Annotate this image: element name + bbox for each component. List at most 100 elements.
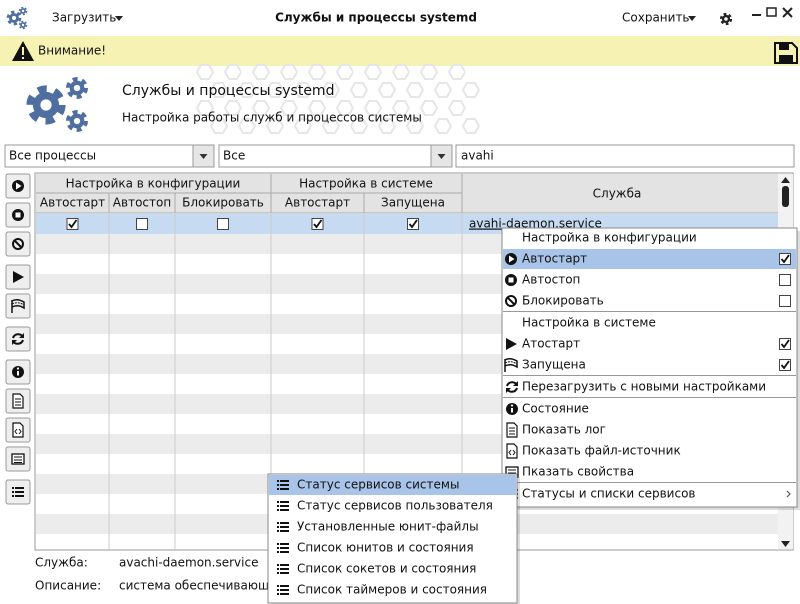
save-icon <box>779 55 793 62</box>
settings-button <box>719 12 733 26</box>
checkbox[interactable] <box>311 218 324 230</box>
icon <box>277 572 279 574</box>
icon <box>277 526 279 528</box>
menu-section: Настройка в системе <box>522 316 656 330</box>
icon <box>277 530 279 532</box>
checkmark <box>68 219 78 229</box>
header-pattern <box>251 64 271 80</box>
column-header: Автостарт <box>40 196 105 210</box>
scroll-thumb[interactable] <box>782 186 789 207</box>
icon <box>12 487 14 489</box>
icon <box>277 547 279 549</box>
icon <box>511 408 513 413</box>
checkmark <box>313 219 323 229</box>
search-field[interactable] <box>455 144 795 168</box>
header-pattern <box>363 100 383 116</box>
header-pattern <box>237 118 257 134</box>
checkbox[interactable] <box>66 218 79 230</box>
checkbox[interactable] <box>779 359 791 371</box>
menu-item[interactable]: Запущена <box>522 358 586 372</box>
icon <box>12 333 24 345</box>
icon <box>277 480 279 482</box>
header-pattern <box>461 82 481 98</box>
submenu-item[interactable]: Статус сервисов пользователя <box>297 499 493 513</box>
combo-value: Все процессы <box>9 149 96 163</box>
header-pattern <box>335 64 355 80</box>
menu-item[interactable]: Пказать свойства <box>522 465 634 479</box>
icon <box>506 422 518 438</box>
combo-arrow <box>199 154 208 159</box>
header-pattern <box>237 82 257 98</box>
icon <box>508 277 514 283</box>
checkbox[interactable] <box>779 274 791 286</box>
menu-item[interactable]: Блокировать <box>522 294 604 308</box>
menu-item[interactable]: Показать лог <box>522 423 606 437</box>
warning-icon <box>22 47 24 55</box>
menu-item[interactable]: Перезагрузить с новыми настройками <box>522 380 766 394</box>
icon <box>506 381 518 393</box>
header-pattern <box>209 82 229 98</box>
save-menu[interactable]: Сохранить <box>622 11 690 25</box>
checkbox[interactable] <box>779 253 791 265</box>
header-icon <box>73 84 81 92</box>
submenu-arrow <box>786 490 791 498</box>
save-icon[interactable] <box>774 42 798 64</box>
column-header: Служба <box>593 187 642 201</box>
icon <box>280 501 289 503</box>
toolbar-button[interactable] <box>5 326 31 352</box>
menu-item[interactable]: Состояние <box>522 402 589 416</box>
icon <box>277 484 279 486</box>
submenu-item[interactable]: Список юнитов и состояния <box>297 541 474 555</box>
load-menu[interactable]: Загрузить <box>52 11 116 25</box>
menu-item[interactable]: Показать файл-источник <box>522 444 681 458</box>
menu-item[interactable]: Статусы и списки сервисов <box>522 487 696 501</box>
submenu-item[interactable]: Установленные юнит-файлы <box>297 520 479 534</box>
window-title: Службы и процессы systemd <box>275 11 477 25</box>
service-link[interactable]: avahi-daemon.service <box>469 217 602 231</box>
header-pattern <box>405 82 425 98</box>
icon <box>12 422 24 438</box>
checkbox[interactable] <box>779 338 791 350</box>
header-pattern <box>195 100 215 116</box>
detail-label: Описание: <box>35 579 101 593</box>
maximize-button[interactable] <box>766 7 777 17</box>
submenu-item[interactable]: Список сокетов и состояния <box>297 562 476 576</box>
icon <box>510 404 514 407</box>
scroll-down[interactable] <box>781 541 790 547</box>
header-pattern <box>433 82 453 98</box>
header-pattern <box>391 64 411 80</box>
warning-bar <box>0 36 800 66</box>
menu-item[interactable]: Автостарт <box>522 252 587 266</box>
icon <box>506 338 517 350</box>
header-pattern <box>223 64 243 80</box>
scroll-up[interactable] <box>781 177 790 183</box>
submenu-item[interactable]: Список таймеров и состояния <box>297 583 487 597</box>
checkbox[interactable] <box>136 218 148 230</box>
app-icon <box>6 10 22 26</box>
icon <box>277 593 279 595</box>
checkbox[interactable] <box>779 295 791 307</box>
close-button[interactable] <box>782 7 793 18</box>
icon <box>504 361 518 365</box>
checkmark <box>408 219 418 229</box>
checkbox[interactable] <box>407 218 419 230</box>
combo-box[interactable] <box>218 144 453 168</box>
icon <box>277 509 279 511</box>
icon <box>280 480 289 482</box>
icon <box>277 585 279 587</box>
icon <box>280 484 289 486</box>
title-bar <box>0 0 800 36</box>
checkmark <box>780 360 790 370</box>
checkbox[interactable] <box>217 218 229 230</box>
icon <box>280 547 289 549</box>
header-subtitle: Настройка работы служб и процессов систе… <box>122 111 422 125</box>
icon <box>509 255 515 263</box>
header-pattern <box>377 82 397 98</box>
icon <box>277 501 279 503</box>
menu-item[interactable]: Автостоп <box>522 273 580 287</box>
icon <box>280 522 289 524</box>
header-pattern <box>447 64 467 80</box>
submenu-item[interactable]: Статус сервисов системы <box>297 478 459 492</box>
checkmark <box>780 254 790 264</box>
menu-item[interactable]: Атостарт <box>522 337 580 351</box>
